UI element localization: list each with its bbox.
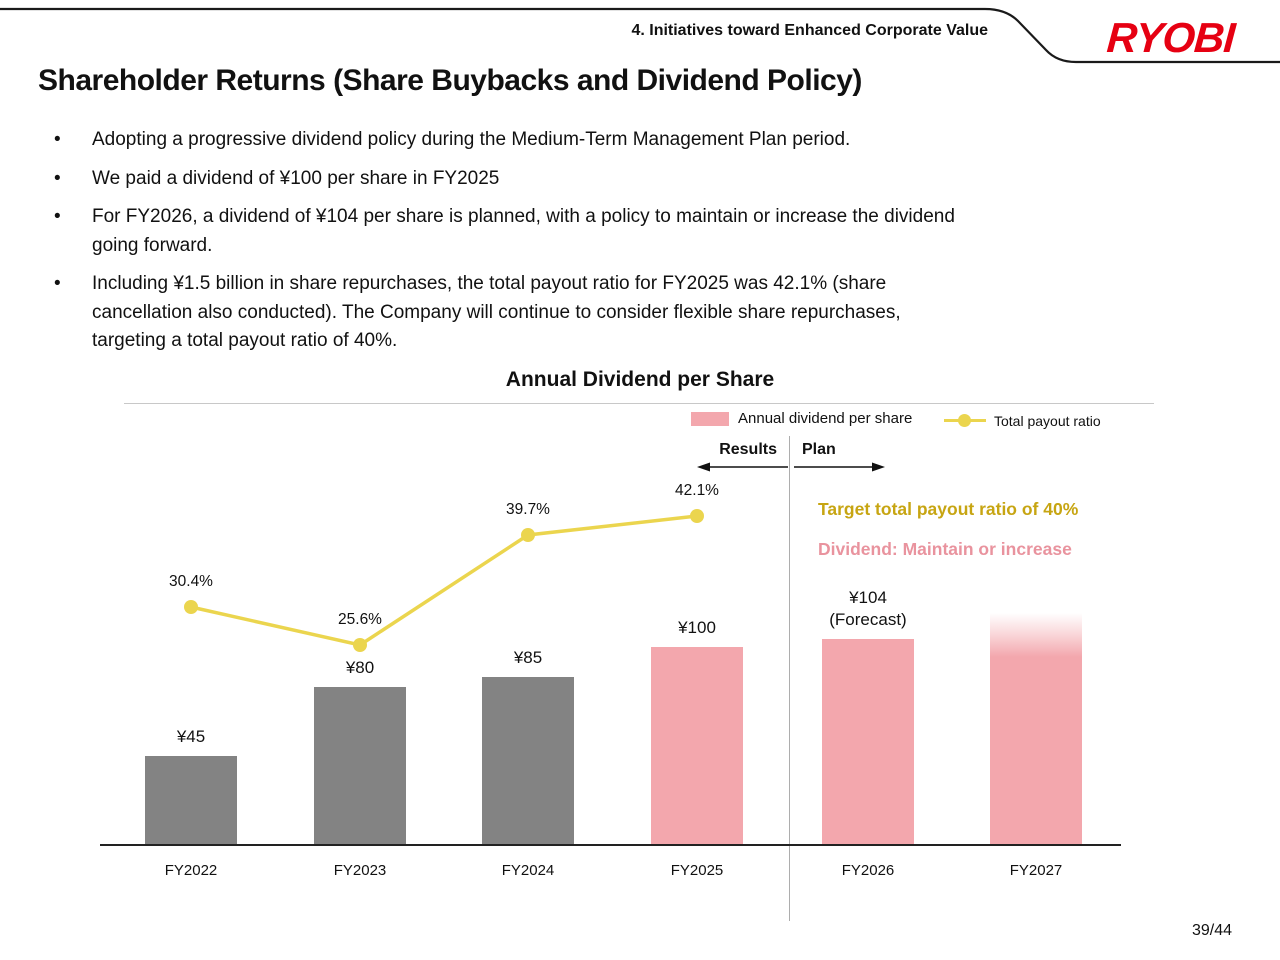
chart-title-rule xyxy=(124,403,1154,404)
x-axis-label-fy2025: FY2025 xyxy=(670,862,724,879)
bullet-item: We paid a dividend of ¥100 per share in … xyxy=(50,165,1260,194)
ryobi-logo: RYOBI xyxy=(1105,14,1236,61)
x-axis-label-fy2023: FY2023 xyxy=(333,862,387,879)
bar-value-label: ¥85 xyxy=(513,648,543,667)
page-title: Shareholder Returns (Share Buybacks and … xyxy=(38,64,862,97)
bullet-item: Adopting a progressive dividend policy d… xyxy=(50,126,1260,155)
ratio-value-label: 25.6% xyxy=(338,611,382,628)
bar-value-label: ¥45 xyxy=(176,727,206,746)
ratio-point-marker xyxy=(521,528,535,542)
legend-label-dividend: Annual dividend per share xyxy=(738,410,913,427)
x-axis-label-fy2022: FY2022 xyxy=(164,862,218,879)
left-arrow xyxy=(697,462,788,472)
x-axis-label-fy2027: FY2027 xyxy=(1009,862,1063,879)
dividend-policy-annotation: Dividend: Maintain or increase xyxy=(818,539,1072,559)
x-axis-label-fy2024: FY2024 xyxy=(501,862,555,879)
plan-zone-label: Plan xyxy=(802,441,836,458)
ratio-point-marker xyxy=(690,509,704,523)
section-header-label: 4. Initiatives toward Enhanced Corporate… xyxy=(631,22,988,39)
x-axis-label-fy2026: FY2026 xyxy=(841,862,895,879)
bar-fy2024 xyxy=(482,677,574,845)
legend-dot-marker xyxy=(958,414,971,427)
bullet-item: Including ¥1.5 billion in share repurcha… xyxy=(50,270,1260,356)
page-number: 39/44 xyxy=(1191,922,1232,939)
ratio-value-label: 42.1% xyxy=(675,482,719,499)
chart-title: Annual Dividend per Share xyxy=(505,368,775,391)
results-plan-divider xyxy=(789,436,790,921)
legend-label-payout-ratio: Total payout ratio xyxy=(994,413,1101,429)
target-payout-annotation: Target total payout ratio of 40% xyxy=(818,499,1079,519)
bar-value-label: ¥104 (Forecast) xyxy=(829,588,907,629)
bar-fy2027 xyxy=(990,613,1082,845)
bar-value-label: ¥80 xyxy=(345,658,375,677)
results-zone-label: Results xyxy=(719,441,777,458)
bullet-list: Adopting a progressive dividend policy d… xyxy=(50,126,1260,366)
bar-fy2023 xyxy=(314,687,406,845)
total-payout-ratio-line xyxy=(190,514,698,647)
bar-fy2022 xyxy=(145,756,237,845)
ratio-value-label: 30.4% xyxy=(169,573,213,590)
ratio-point-marker xyxy=(184,600,198,614)
bar-value-label: ¥100 xyxy=(678,618,716,637)
bullet-item: For FY2026, a dividend of ¥104 per share… xyxy=(50,203,1260,260)
ratio-point-marker xyxy=(353,638,367,652)
x-axis-line xyxy=(100,844,1121,846)
legend-swatch-dividend xyxy=(691,412,729,426)
right-arrow xyxy=(794,462,885,472)
results-plan-arrows xyxy=(697,462,885,472)
ratio-value-label: 39.7% xyxy=(506,501,550,518)
bar-fy2025 xyxy=(651,647,743,845)
bar-fy2026 xyxy=(822,639,914,845)
